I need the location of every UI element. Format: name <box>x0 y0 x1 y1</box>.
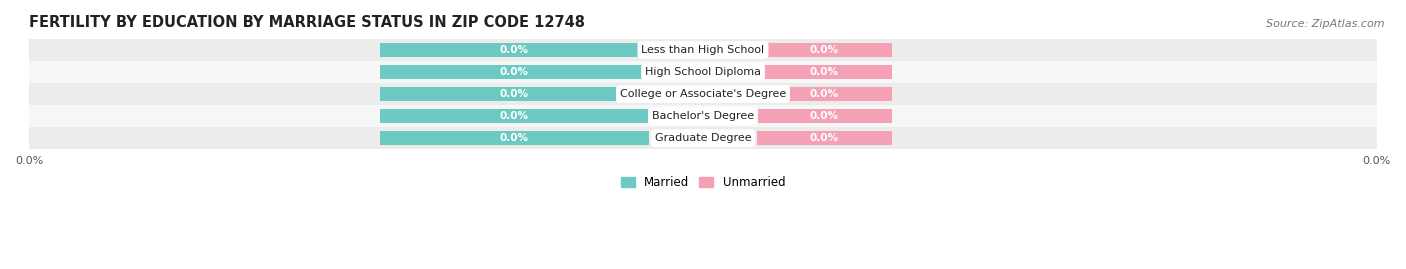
Text: 0.0%: 0.0% <box>810 111 839 121</box>
Text: Graduate Degree: Graduate Degree <box>655 133 751 143</box>
Bar <box>380 43 650 57</box>
Text: Bachelor's Degree: Bachelor's Degree <box>652 111 754 121</box>
Text: Less than High School: Less than High School <box>641 45 765 55</box>
Text: High School Diploma: High School Diploma <box>645 67 761 77</box>
Bar <box>30 61 1376 83</box>
Bar <box>380 109 650 123</box>
Text: 0.0%: 0.0% <box>499 111 529 121</box>
Bar <box>380 131 650 145</box>
Text: 0.0%: 0.0% <box>499 45 529 55</box>
Text: 0.0%: 0.0% <box>810 133 839 143</box>
Bar <box>30 39 1376 61</box>
Text: 0.0%: 0.0% <box>499 89 529 99</box>
Bar <box>30 105 1376 127</box>
Bar <box>756 65 891 79</box>
Bar <box>380 87 650 101</box>
Text: 0.0%: 0.0% <box>810 67 839 77</box>
Bar <box>30 127 1376 149</box>
Text: FERTILITY BY EDUCATION BY MARRIAGE STATUS IN ZIP CODE 12748: FERTILITY BY EDUCATION BY MARRIAGE STATU… <box>30 15 585 30</box>
Bar <box>30 83 1376 105</box>
Bar <box>756 43 891 57</box>
Legend: Married, Unmarried: Married, Unmarried <box>616 171 790 194</box>
Text: 0.0%: 0.0% <box>810 45 839 55</box>
Text: College or Associate's Degree: College or Associate's Degree <box>620 89 786 99</box>
Text: 0.0%: 0.0% <box>499 133 529 143</box>
Bar <box>756 131 891 145</box>
Bar <box>756 109 891 123</box>
Text: 0.0%: 0.0% <box>499 67 529 77</box>
Bar <box>380 65 650 79</box>
Text: 0.0%: 0.0% <box>810 89 839 99</box>
Text: Source: ZipAtlas.com: Source: ZipAtlas.com <box>1267 19 1385 29</box>
Bar <box>756 87 891 101</box>
